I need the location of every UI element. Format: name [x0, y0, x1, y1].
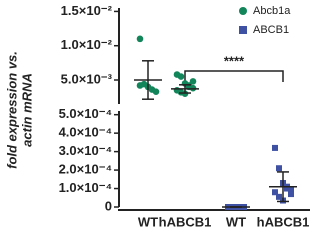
chart: fold expression vs. actin mRNA **** 5.0×… [4, 3, 310, 229]
point [136, 35, 144, 43]
point [276, 193, 282, 200]
y-tick-label: 1.0×10⁻² [61, 37, 113, 52]
point [288, 187, 294, 194]
y-tick-label: 1.5×10⁻² [61, 3, 113, 18]
y-label-line: actin mRNA [19, 73, 34, 147]
y-tick-label: 5.0×10⁻³ [61, 71, 113, 86]
x-tick-label: hABCB1 [159, 214, 212, 229]
legend-label: ABCB1 [253, 24, 289, 36]
y-tick-label: 3.0×10⁻⁴ [59, 143, 112, 158]
point [189, 78, 197, 85]
y-tick-label: 0 [105, 198, 112, 213]
legend-label: Abcb1a [253, 5, 291, 17]
legend-marker [239, 26, 247, 34]
y-tick-label: 2.0×10⁻⁴ [59, 162, 112, 177]
point [177, 73, 185, 80]
y-tick-label: 1.0×10⁻⁴ [59, 180, 112, 195]
point [272, 144, 278, 151]
x-tick-label: WT [226, 214, 246, 229]
point [136, 82, 144, 89]
legend-marker [239, 7, 247, 15]
point [288, 191, 294, 198]
significance-bracket [184, 70, 284, 82]
significance: **** [224, 53, 245, 68]
y-tick-label: 4.0×10⁻⁴ [59, 125, 112, 140]
y-tick-label: 5.0×10⁻⁴ [59, 106, 112, 121]
point [276, 165, 282, 172]
point [152, 88, 160, 95]
y-label-line: fold expression vs. [4, 51, 19, 169]
y-label: fold expression vs. actin mRNA [4, 51, 34, 169]
point [272, 189, 278, 196]
x-tick-label: WT [138, 214, 158, 229]
x-tick-label: hABCB1 [257, 214, 310, 229]
